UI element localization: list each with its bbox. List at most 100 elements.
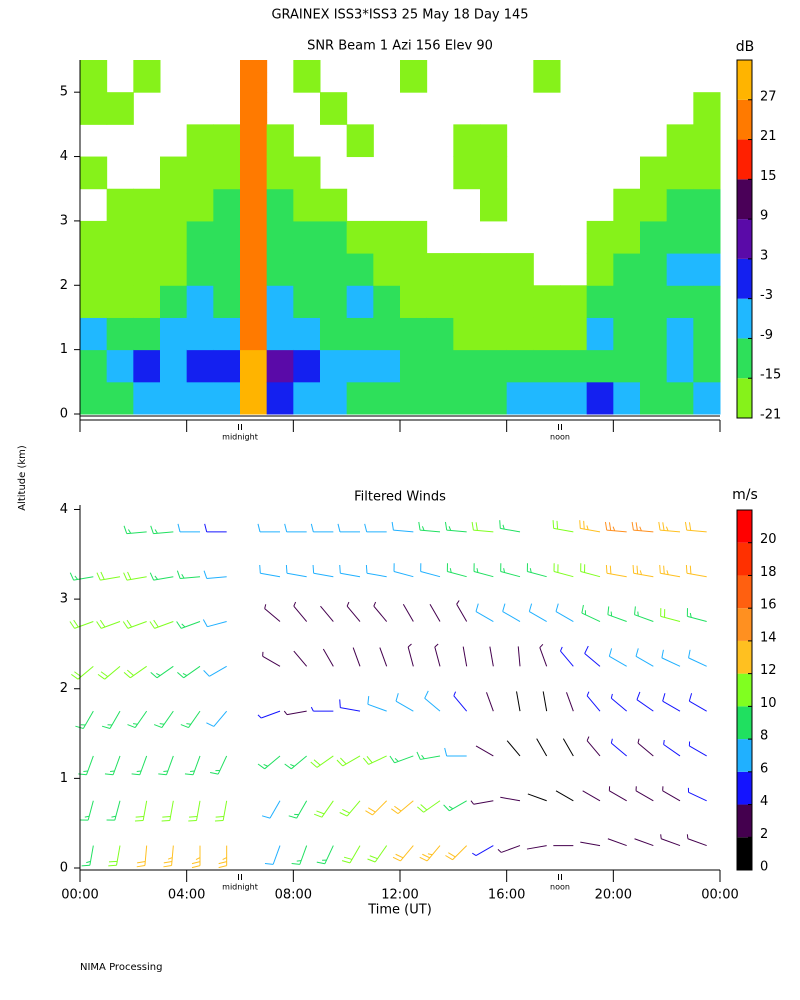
barb-feather <box>191 861 201 865</box>
colorbar-band <box>737 510 752 543</box>
barb-staff <box>660 529 681 533</box>
barb-feather <box>163 770 168 773</box>
barb-feather <box>126 619 133 628</box>
heat-cell <box>640 349 668 383</box>
barb-feather <box>660 834 662 839</box>
colorbar-tick-label: 14 <box>760 630 777 645</box>
barb-staff <box>166 755 174 775</box>
wind-barb <box>96 619 121 629</box>
barb-staff <box>527 571 547 578</box>
barb-staff <box>114 800 121 821</box>
wind-barb <box>149 619 174 629</box>
barb-feather <box>123 572 128 581</box>
barb-feather <box>264 863 274 865</box>
wind-barb <box>261 800 281 819</box>
barb-staff <box>180 576 201 579</box>
heat-cell <box>160 220 188 254</box>
barb-feather <box>135 816 144 818</box>
barb-staff <box>426 845 441 862</box>
barb-feather <box>190 770 195 773</box>
barb-staff <box>77 665 94 680</box>
barb-staff <box>609 655 627 667</box>
barb-feather <box>263 764 268 767</box>
colorbar-band <box>737 542 752 576</box>
barb-feather <box>188 816 198 818</box>
barb-feather <box>341 860 351 864</box>
heat-cell <box>160 381 188 415</box>
wind-barb <box>337 523 360 533</box>
barb-feather <box>163 861 173 864</box>
barb-feather <box>418 521 421 531</box>
wind-barb <box>527 793 547 802</box>
wind-barb <box>150 665 174 679</box>
barb-staff <box>134 710 148 728</box>
wind-barb <box>163 845 174 868</box>
heat-cell <box>666 285 694 318</box>
wind-barb <box>446 563 467 578</box>
barb-staff <box>420 529 441 533</box>
barb-feather <box>637 738 640 744</box>
barb-feather <box>365 564 368 574</box>
colorbar-tick-label: 0 <box>760 860 768 875</box>
colorbar-tick-label: 16 <box>760 598 777 613</box>
barb-staff <box>661 838 681 847</box>
wind-barb <box>257 523 280 533</box>
barb-feather <box>100 571 105 580</box>
barb-feather <box>362 757 369 765</box>
barb-staff <box>660 615 681 623</box>
barb-feather <box>434 643 439 648</box>
colorbar-tick-label: -21 <box>760 408 781 423</box>
barb-feather <box>666 570 669 575</box>
colorbar-band <box>737 258 752 299</box>
wind-barb <box>662 693 681 712</box>
barb-staff <box>566 692 574 712</box>
barb-feather <box>581 604 584 614</box>
barb-feather <box>448 852 456 858</box>
barb-feather <box>449 568 452 573</box>
wind-barb <box>634 838 654 847</box>
wind-barb <box>489 646 494 667</box>
wind-barb <box>687 787 707 802</box>
barb-feather <box>556 520 559 530</box>
barb-feather <box>73 619 79 628</box>
wind-barb <box>264 604 281 622</box>
heat-cell <box>240 124 268 158</box>
barb-feather <box>444 521 448 531</box>
barb-staff <box>582 790 601 802</box>
barb-feather <box>264 604 267 609</box>
heat-cell <box>266 156 294 190</box>
barb-staff <box>687 615 707 623</box>
wind-barb <box>407 643 414 667</box>
barb-feather <box>337 523 341 533</box>
colorbar-band <box>737 706 752 740</box>
heat-cell <box>640 220 668 254</box>
barb-staff <box>562 738 574 757</box>
barb-staff <box>217 755 228 775</box>
barb-feather <box>368 807 376 813</box>
heat-cell <box>293 60 321 93</box>
heat-cell <box>693 381 721 415</box>
wind-barb <box>462 646 468 667</box>
wind-barb <box>257 710 281 719</box>
barb-staff <box>261 710 281 719</box>
barb-feather <box>149 572 155 581</box>
wind-barb <box>367 845 388 863</box>
wind-barb <box>604 521 627 533</box>
y-axis-label: Altitude (km) <box>17 445 28 511</box>
heat-cell <box>106 317 134 351</box>
barb-feather <box>123 525 128 534</box>
barb-staff <box>352 647 361 667</box>
barb-feather <box>665 526 669 532</box>
barb-staff <box>402 603 414 622</box>
wind-barb <box>579 520 601 533</box>
barb-staff <box>636 699 654 712</box>
barb-feather <box>161 819 170 822</box>
wind-barb <box>636 691 654 712</box>
barb-staff <box>424 697 441 712</box>
heat-cell <box>160 317 188 351</box>
barb-staff <box>500 571 521 578</box>
barb-staff <box>475 845 494 857</box>
wind-barb <box>608 648 627 667</box>
barb-staff <box>635 655 654 667</box>
heat-cell <box>640 156 668 190</box>
